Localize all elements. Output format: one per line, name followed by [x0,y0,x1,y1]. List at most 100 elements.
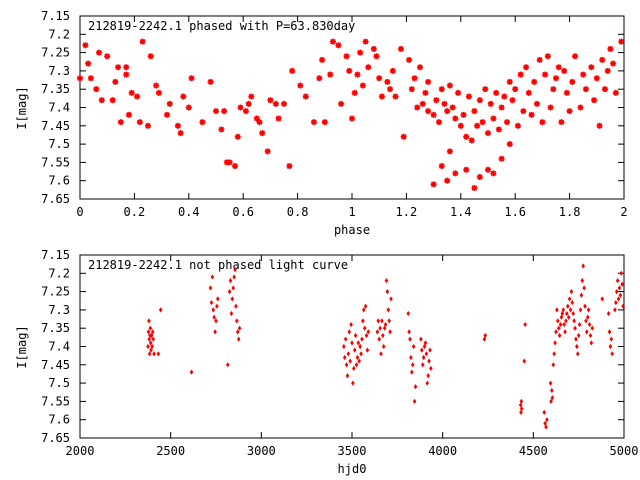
data-point [583,303,587,309]
data-point [208,285,213,291]
data-point [209,299,214,306]
x-tick-label: 4000 [428,444,457,458]
data-point [578,307,583,313]
data-point [506,78,513,85]
data-point [563,329,567,335]
data-point [487,100,494,107]
data-point [498,104,505,111]
data-point [555,64,562,71]
data-point [392,93,399,100]
x-tick-label: 0.2 [124,205,146,219]
data-point [558,119,565,126]
data-point [346,67,353,74]
data-point [617,285,622,291]
data-point [425,380,430,386]
data-point [149,332,154,339]
data-point [338,100,345,107]
data-point [234,133,241,140]
data-point [615,278,620,284]
data-point [463,133,470,140]
data-point [148,340,153,346]
data-point [438,163,445,170]
data-point [426,373,430,379]
data-point [360,336,364,342]
y-tick-label: 7.2 [48,266,70,280]
data-point [573,325,577,331]
data-point [387,86,394,93]
data-point [419,100,426,107]
data-point [607,329,612,335]
data-point [302,93,309,100]
data-point [589,340,594,346]
data-point [158,307,163,313]
data-point [235,318,239,324]
data-point [614,289,619,295]
data-point [358,343,362,350]
data-point [577,104,584,111]
y-tick-label: 7.35 [41,82,70,96]
data-point [77,75,83,82]
data-point [384,278,389,284]
data-point [610,351,615,357]
x-tick-label: 2 [620,205,627,219]
data-point [517,71,524,78]
data-point [242,108,249,115]
data-point [446,82,453,89]
data-point [342,343,346,350]
data-point [231,285,236,291]
data-point [514,122,521,129]
data-point [482,336,487,342]
data-point [581,263,585,269]
data-point [613,307,617,313]
data-point [356,340,361,346]
data-point [550,387,554,394]
data-point [545,417,549,423]
data-point [408,86,415,93]
data-point [563,89,570,96]
data-point [498,155,505,162]
data-point [155,89,162,96]
data-point [150,329,155,335]
data-point [225,362,230,368]
data-points [77,38,625,192]
data-point [382,325,387,331]
data-point [474,122,481,129]
data-point [560,310,565,317]
data-point [256,119,263,126]
data-point [549,398,553,404]
data-point [544,53,551,60]
data-point [423,340,428,346]
data-point [548,380,553,386]
data-point [419,336,423,342]
data-point [98,97,105,104]
data-point [125,111,132,118]
data-point [539,119,546,126]
data-point [523,64,530,71]
data-point [618,292,623,298]
data-point [104,53,111,60]
data-point [588,64,595,71]
data-point [386,307,391,313]
data-point [533,100,540,107]
axis-ticks: 0 0.2 0.4 0.6 0.8 1 1.2 1.4 1.6 1.8 2 7.15 7.2 7.25 7.… [41,9,628,219]
data-point [370,45,377,52]
y-tick-label: 7.6 [48,174,70,188]
data-point [350,340,354,346]
data-point [384,78,391,85]
data-points [146,263,625,430]
data-point [436,119,443,126]
data-point [329,38,336,45]
data-point [501,93,508,100]
data-point [579,292,584,298]
data-point [523,321,527,328]
data-point [207,78,214,85]
data-point [569,78,576,85]
data-point [87,75,94,82]
data-point [621,303,625,309]
data-point [362,325,367,331]
x-tick-label: 3500 [338,444,367,458]
data-point [553,340,557,346]
data-point [215,303,219,309]
data-point [556,325,561,331]
data-point [236,336,241,342]
